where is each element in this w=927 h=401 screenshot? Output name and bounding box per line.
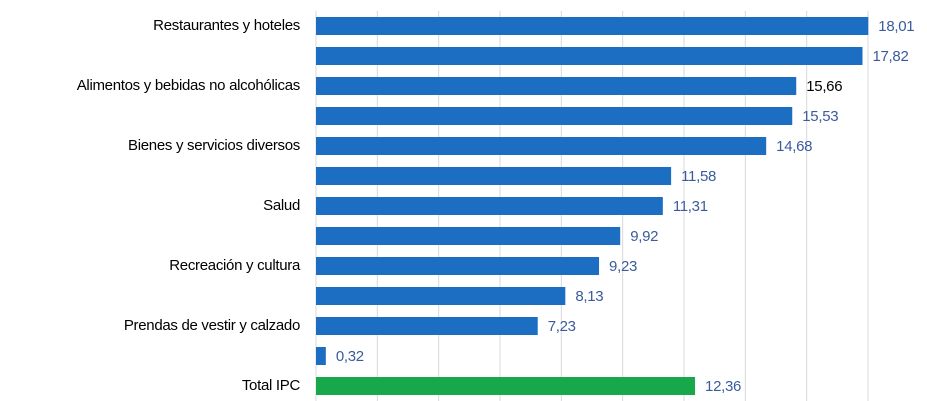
- bar: [316, 167, 672, 185]
- value-label: 7,23: [548, 318, 576, 335]
- y-tick-label: Bienes y servicios diversos: [128, 137, 300, 154]
- value-label: 15,66: [806, 78, 842, 95]
- value-label: 11,31: [673, 198, 708, 215]
- value-label: 14,68: [776, 138, 812, 155]
- bar: [316, 197, 663, 215]
- bar: [316, 107, 793, 125]
- bar: [316, 227, 621, 245]
- value-label: 17,82: [872, 48, 908, 65]
- y-tick-label: Recreación y cultura: [169, 257, 301, 274]
- y-tick-label: Total IPC: [242, 377, 301, 394]
- value-label: 11,58: [681, 168, 716, 185]
- bar: [316, 317, 538, 335]
- bar: [316, 137, 767, 155]
- bar: [316, 347, 326, 365]
- bar: [316, 377, 696, 395]
- value-label: 8,13: [575, 288, 603, 305]
- bar: [316, 17, 869, 35]
- value-label: 18,01: [878, 18, 914, 35]
- y-tick-label: Alimentos y bebidas no alcohólicas: [77, 77, 300, 94]
- bar: [316, 77, 797, 95]
- y-tick-label: Prendas de vestir y calzado: [124, 317, 300, 334]
- value-label: 9,23: [609, 258, 637, 275]
- y-tick-label: Salud: [263, 197, 300, 214]
- bar: [316, 47, 863, 65]
- value-label: 12,36: [705, 378, 741, 395]
- value-label: 0,32: [336, 348, 364, 365]
- bar: [316, 287, 566, 305]
- bar: [316, 257, 600, 275]
- y-tick-label: Restaurantes y hoteles: [153, 17, 300, 34]
- value-label: 15,53: [802, 108, 838, 125]
- value-label: 9,92: [630, 228, 658, 245]
